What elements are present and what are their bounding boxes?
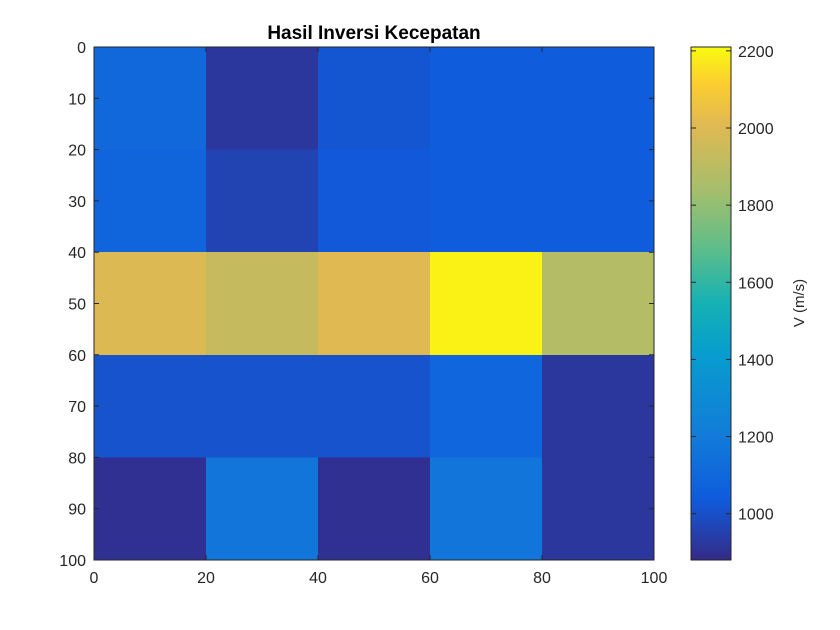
- x-axis: 0 20 40 60 80 100: [90, 47, 668, 587]
- chart-title: Hasil Inversi Kecepatan: [267, 23, 480, 44]
- y-axis: 0 10 20 30 40 50 60 70 80 90 100: [59, 40, 654, 570]
- colorbar-tick-label: 1200: [738, 430, 774, 447]
- y-tick-label: 30: [68, 194, 86, 211]
- x-tick-label: 60: [421, 570, 439, 587]
- y-tick-label: 100: [59, 553, 86, 570]
- y-tick-label: 20: [68, 143, 86, 160]
- x-tick-label: 0: [90, 570, 99, 587]
- colorbar-gradient: [691, 47, 731, 560]
- heatmap-cell: [206, 149, 318, 253]
- heatmap-cell: [542, 457, 654, 560]
- heatmap-cell: [94, 252, 206, 355]
- y-tick-label: 90: [68, 502, 86, 519]
- colorbar-tick-label: 2000: [738, 121, 774, 138]
- x-tick-label: 100: [641, 570, 668, 587]
- y-tick-label: 80: [68, 450, 86, 467]
- colorbar-tick-label: 1400: [738, 352, 774, 369]
- heatmap-cell: [430, 47, 542, 150]
- heatmap-cell: [94, 149, 206, 253]
- heatmap-cell: [318, 149, 430, 253]
- heatmap-cell: [542, 252, 654, 355]
- colorbar: 1000 1200 1400 1600 1800 2000 2200: [690, 44, 774, 561]
- colorbar-frame: [690, 46, 732, 561]
- heatmap-cell: [318, 47, 430, 150]
- heatmap-cell: [206, 457, 318, 560]
- y-tick-label: 70: [68, 399, 86, 416]
- heatmap-cell: [318, 252, 430, 355]
- colorbar-tick-label: 1600: [738, 275, 774, 292]
- colorbar-tick-label: 1000: [738, 507, 774, 524]
- y-tick-label: 10: [68, 91, 86, 108]
- heatmap-cell: [94, 354, 206, 458]
- heatmap-cell: [542, 354, 654, 458]
- heatmap-cell: [94, 47, 206, 150]
- heatmap-cell: [430, 457, 542, 560]
- heatmap-cell: [206, 354, 318, 458]
- heatmap-cell: [430, 354, 542, 458]
- heatmap-cell: [542, 149, 654, 253]
- y-tick-label: 50: [68, 297, 86, 314]
- colorbar-tick-label: 1800: [738, 198, 774, 215]
- heatmap-cell: [430, 252, 542, 355]
- y-tick-label: 60: [68, 348, 86, 365]
- heatmap-cell: [206, 47, 318, 150]
- heatmap-cell: [318, 457, 430, 560]
- heatmap-cells: [94, 47, 654, 560]
- y-tick-label: 0: [77, 40, 86, 57]
- heatmap-cell: [542, 47, 654, 150]
- colorbar-label: V (m/s): [791, 279, 808, 327]
- heatmap-cell: [318, 354, 430, 458]
- heatmap-cell: [94, 457, 206, 560]
- x-tick-label: 20: [197, 570, 215, 587]
- colorbar-tick-label: 2200: [738, 44, 774, 61]
- heatmap-cell: [206, 252, 318, 355]
- x-tick-label: 80: [533, 570, 551, 587]
- x-tick-label: 40: [309, 570, 327, 587]
- heatmap-cell: [430, 149, 542, 253]
- y-tick-label: 40: [68, 245, 86, 262]
